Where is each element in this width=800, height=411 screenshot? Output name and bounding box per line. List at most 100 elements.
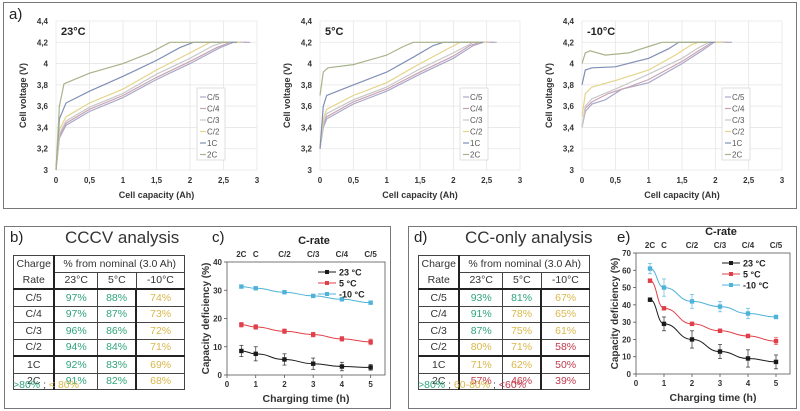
panel-a-voltage-curves: a) xyxy=(3,2,797,209)
x-tick-label: 1 xyxy=(384,176,389,185)
legend-note-item: < 80% xyxy=(48,379,79,391)
y-tick-label: 3,8 xyxy=(301,81,313,90)
rate-cell: C/5 xyxy=(13,288,55,307)
plot-frame xyxy=(635,252,791,375)
c-rate-tick-label: C/4 xyxy=(336,250,349,259)
x-tick-label: 5 xyxy=(368,380,373,389)
data-point xyxy=(282,290,287,295)
x-tick-label: 0,5 xyxy=(610,176,622,185)
rate-cell: 1C xyxy=(418,355,460,374)
series-line-c-4 xyxy=(55,41,247,171)
x-tick-label: 1,5 xyxy=(414,176,426,185)
y-tick-label: 20 xyxy=(622,335,631,344)
cccv-color-legend: >80% ; < 80% xyxy=(13,379,79,391)
legend-label: C/2 xyxy=(470,128,483,137)
panel-d-label: d) xyxy=(414,229,428,246)
value-cell: 67% xyxy=(540,288,591,307)
data-point xyxy=(689,321,695,327)
legend-note-item: <60% xyxy=(498,379,527,391)
value-cell: 69% xyxy=(135,355,186,374)
y-tick-label: 4,2 xyxy=(563,38,575,47)
data-point xyxy=(717,349,723,354)
legend-label: C/3 xyxy=(470,116,483,125)
x-tick-label: 3 xyxy=(780,176,785,185)
data-point xyxy=(339,336,345,342)
legend-label: 23 °C xyxy=(743,259,766,269)
series-line-c-2 xyxy=(319,41,487,149)
x-tick-label: 1 xyxy=(254,380,259,389)
x-tick-label: 3 xyxy=(311,380,316,389)
data-point xyxy=(310,361,316,366)
data-point xyxy=(239,348,244,354)
cccv-table: Charge% from nominal (3.0 Ah) Rate 23°C 5°C… xyxy=(13,255,186,390)
data-point xyxy=(773,359,779,365)
panel-c-label: c) xyxy=(212,229,225,246)
data-point xyxy=(647,266,653,271)
y-tick-label: 20 xyxy=(213,315,222,324)
legend-note-item: ; xyxy=(445,379,454,391)
table-row: C/4 97% 87% 73% xyxy=(13,305,186,323)
x-tick-label: 2 xyxy=(713,176,718,185)
x-axis-title: Cell capacity (Ah) xyxy=(644,190,720,200)
series-line-2c xyxy=(319,41,480,96)
voltage-chart-a1: 0 0,5 1 1,5 2 2,5 3 3 3,2 3,4 3,6 3,8 4 4,2 4,4 23°C Cel… xyxy=(18,17,260,200)
rate-cell: 2C xyxy=(13,372,55,390)
legend-marker xyxy=(325,292,329,296)
c-rate-axis-title: C-rate xyxy=(298,235,330,247)
series-line-c-3 xyxy=(581,41,726,128)
deficiency-chart-c: 0 1 2 3 4 5 0 10 20 30 40 2C C C/2 C/3 C/4 C/5 C-rate Char… xyxy=(201,235,386,405)
data-point xyxy=(339,364,345,369)
legend-marker xyxy=(325,270,329,274)
cc-only-table: Charge% from nominal (3.0 Ah) Rate 23°C 5°C… xyxy=(418,255,591,390)
value-cell: 97% xyxy=(53,305,98,323)
value-cell: 78% xyxy=(501,305,542,323)
series-line-2c xyxy=(581,41,709,64)
y-tick-label: 3 xyxy=(44,166,49,175)
value-cell: 62% xyxy=(501,355,542,374)
x-tick-label: 2,5 xyxy=(743,176,755,185)
value-cell: 72% xyxy=(135,322,186,340)
x-tick-label: 0 xyxy=(634,379,639,388)
x-tick-label: 1 xyxy=(121,176,126,185)
data-point xyxy=(745,333,751,339)
c-rate-tick-label: C/3 xyxy=(307,250,320,259)
legend-label: -10 °C xyxy=(743,281,769,291)
y-tick-label: 3,8 xyxy=(563,81,575,90)
legend-label: 2C xyxy=(470,151,480,160)
series-line-c-5 xyxy=(55,41,251,171)
legend-label: C/2 xyxy=(732,128,745,137)
y-tick-label: 4 xyxy=(44,60,49,69)
y-tick-label: 30 xyxy=(213,286,222,295)
series-line-c-5 xyxy=(581,41,732,128)
y-tick-label: 3,4 xyxy=(563,123,575,132)
y-tick-label: 3,4 xyxy=(37,123,49,132)
value-cell: 94% xyxy=(53,338,98,357)
value-cell: 93% xyxy=(458,288,503,307)
value-cell: 92% xyxy=(53,355,98,374)
rate-cell: C/5 xyxy=(418,288,460,307)
value-cell: 57% xyxy=(458,372,503,390)
legend-marker xyxy=(729,272,733,276)
legend-box xyxy=(459,87,489,161)
value-cell: 84% xyxy=(96,338,137,357)
data-point xyxy=(717,328,723,333)
x-tick-label: 2 xyxy=(188,176,193,185)
x-tick-label: 3 xyxy=(518,176,523,185)
c-rate-axis-title: C-rate xyxy=(705,226,737,238)
x-tick-label: 2 xyxy=(451,176,456,185)
header-percent-nominal: % from nominal (3.0 Ah) xyxy=(458,255,591,273)
x-axis-title: Cell capacity (Ah) xyxy=(382,190,458,200)
legend-label: C/3 xyxy=(732,116,745,125)
x-tick-label: 5 xyxy=(774,379,779,388)
table-row: 2C 91% 82% 68% xyxy=(13,372,186,390)
c-rate-tick-label: C xyxy=(253,250,259,259)
value-cell: 88% xyxy=(96,288,137,307)
x-axis-title: Charging time (h) xyxy=(670,392,757,404)
table-row: C/2 94% 84% 71% xyxy=(13,338,186,357)
x-tick-label: 0 xyxy=(318,176,323,185)
x-tick-label: 1 xyxy=(662,379,667,388)
cc-only-color-legend: >80% ; 60-80% ; <60% xyxy=(418,379,526,391)
voltage-chart-a2: 0 0,5 1 1,5 2 2,5 3 3 3,2 3,4 3,6 3,8 4 4,2 4,4 5°C Cell… xyxy=(282,17,523,200)
x-tick-label: 1,5 xyxy=(151,176,163,185)
x-axis-title: Charging time (h) xyxy=(263,393,350,405)
